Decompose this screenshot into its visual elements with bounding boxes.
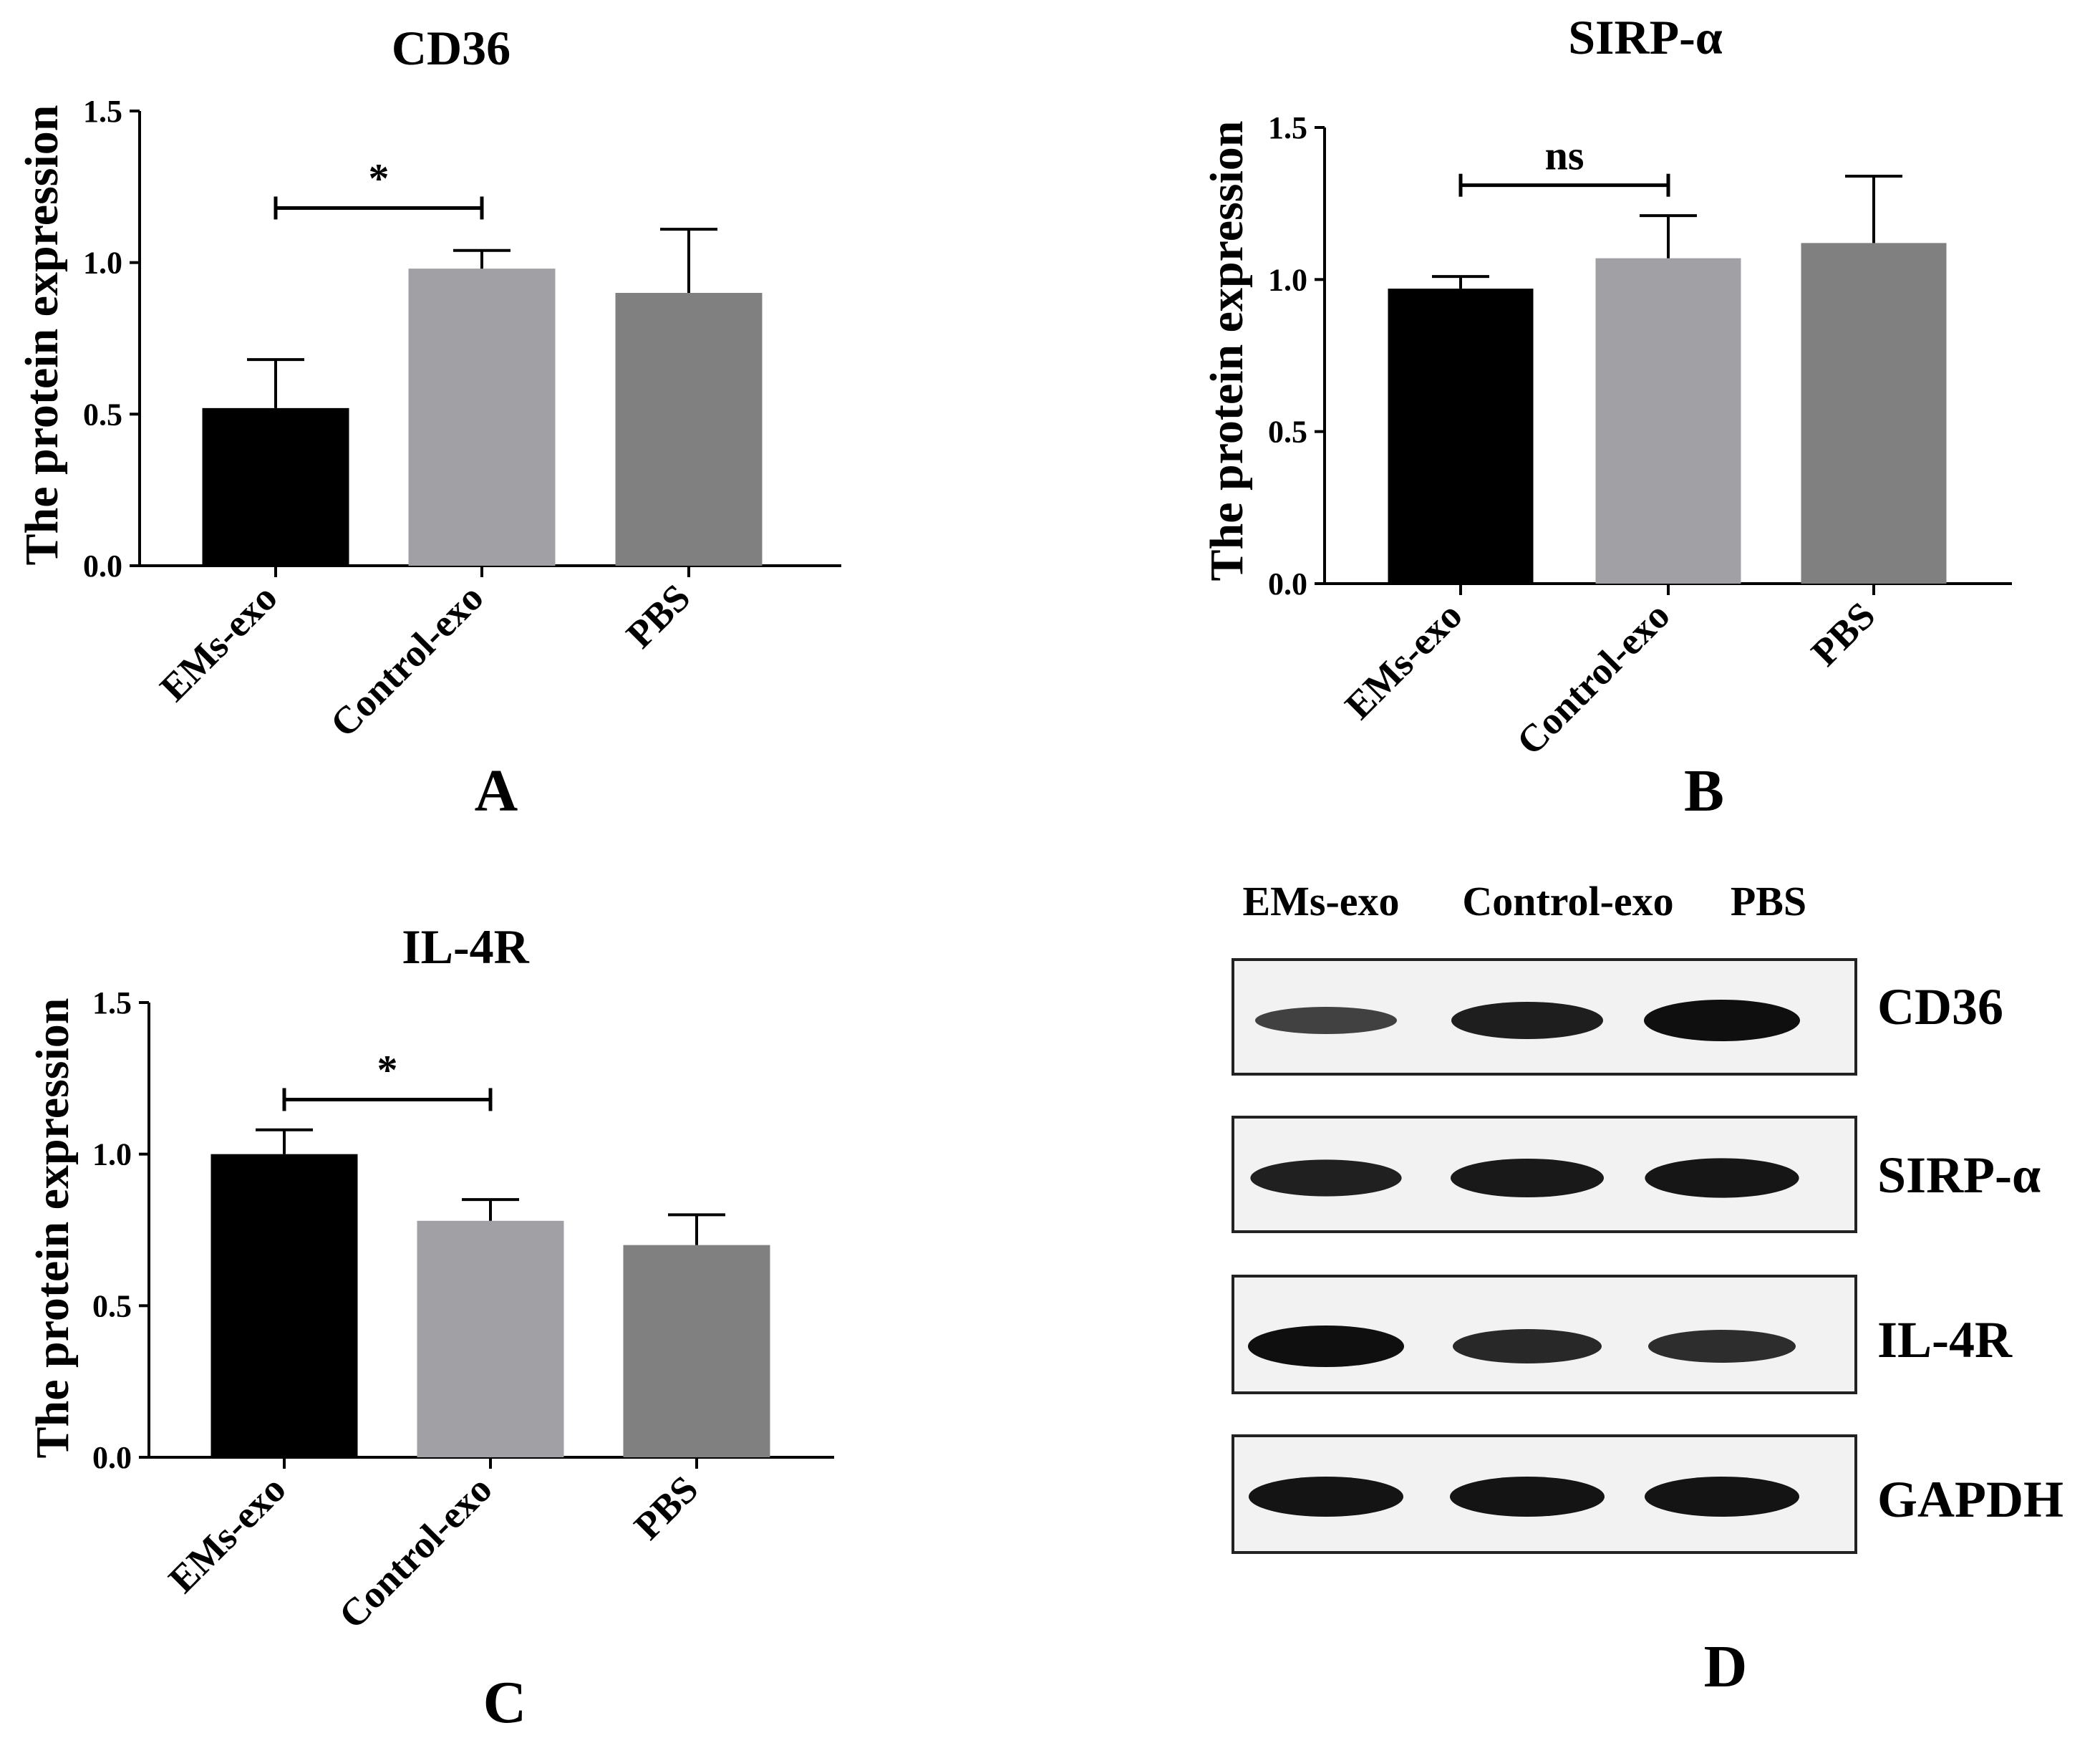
chart-title: IL-4R — [402, 919, 529, 974]
blot-row-label: SIRP-α — [1877, 1146, 2041, 1204]
bar — [202, 407, 349, 566]
y-tick-label: 0.0 — [1268, 566, 1307, 602]
y-tick-label: 1.5 — [83, 94, 122, 129]
y-tick-label: 1.0 — [1268, 262, 1307, 297]
chart-panel-c: IL-4R The protein expression C 0.0 0.5 1.0… — [26, 919, 834, 1736]
blot-band — [1450, 1477, 1605, 1517]
chart-title: SIRP-α — [1568, 10, 1723, 64]
significance-label: * — [369, 155, 389, 201]
y-axis-label: The protein expression — [1201, 121, 1253, 581]
x-tick-label: EMs-exo — [160, 1467, 294, 1601]
x-tick-label: Control-exo — [331, 1467, 500, 1637]
x-tick-label: EMs-exo — [1337, 594, 1471, 728]
bar — [1801, 243, 1947, 584]
y-tick-label: 1.5 — [92, 985, 132, 1020]
blot-band — [1645, 1158, 1799, 1198]
blot-band — [1453, 1329, 1602, 1363]
bar — [623, 1245, 770, 1457]
blot-band — [1250, 1159, 1402, 1197]
chart-panel-b: SIRP-α The protein expression B 0.0 0.5 1.… — [1201, 10, 2012, 824]
panel-label-b: B — [1684, 758, 1724, 824]
panel-label-d: D — [1704, 1633, 1748, 1700]
bar — [417, 1220, 564, 1457]
blot-lane-label: PBS — [1731, 878, 1806, 924]
bar — [1595, 258, 1741, 584]
panel-label-a: A — [475, 758, 518, 824]
y-axis-label: The protein expression — [26, 998, 79, 1459]
x-tick-label: Control-exo — [1509, 594, 1678, 763]
blot-band — [1648, 1330, 1796, 1363]
blot-band — [1645, 1477, 1799, 1517]
blot-lane-label: Control-exo — [1462, 878, 1673, 924]
blot-row-label: GAPDH — [1877, 1471, 2063, 1528]
western-blot-panel: EMs-exo Control-exo PBS CD36 SIRP-α IL-4… — [1232, 878, 2063, 1700]
bar — [408, 269, 556, 566]
blot-band — [1451, 1002, 1603, 1039]
blot-lane-label: EMs-exo — [1242, 878, 1399, 924]
panel-label-c: C — [483, 1669, 527, 1736]
blot-row-label: CD36 — [1877, 978, 2003, 1035]
significance-label: ns — [1545, 132, 1584, 179]
blot-band — [1644, 1000, 1800, 1041]
y-axis-label: The protein expression — [16, 105, 68, 566]
y-tick-label: 0.5 — [83, 397, 122, 432]
y-tick-label: 1.0 — [83, 246, 122, 281]
chart-panel-a: CD36 The protein expression A 0.0 0.5 1.0 1… — [16, 21, 841, 824]
blot-band — [1249, 1477, 1403, 1517]
chart-title: CD36 — [392, 21, 511, 75]
y-tick-label: 0.0 — [92, 1440, 132, 1475]
x-tick-label: Control-exo — [322, 576, 492, 745]
x-tick-label: EMs-exo — [152, 576, 286, 710]
x-tick-label: PBS — [626, 1467, 706, 1548]
blot-band — [1451, 1159, 1604, 1197]
blot-band — [1255, 1007, 1397, 1034]
blot-band — [1248, 1326, 1404, 1367]
y-tick-label: 0.0 — [83, 549, 122, 584]
y-tick-label: 0.5 — [92, 1288, 132, 1323]
bar — [1388, 289, 1534, 584]
bar — [615, 293, 763, 566]
y-tick-label: 0.5 — [1268, 415, 1307, 450]
y-tick-label: 1.5 — [1268, 110, 1307, 145]
y-tick-label: 1.0 — [92, 1137, 132, 1172]
significance-label: * — [377, 1046, 398, 1093]
x-tick-label: PBS — [618, 576, 698, 656]
bar — [211, 1154, 358, 1457]
x-tick-label: PBS — [1803, 594, 1883, 674]
blot-row-label: IL-4R — [1877, 1311, 2013, 1368]
